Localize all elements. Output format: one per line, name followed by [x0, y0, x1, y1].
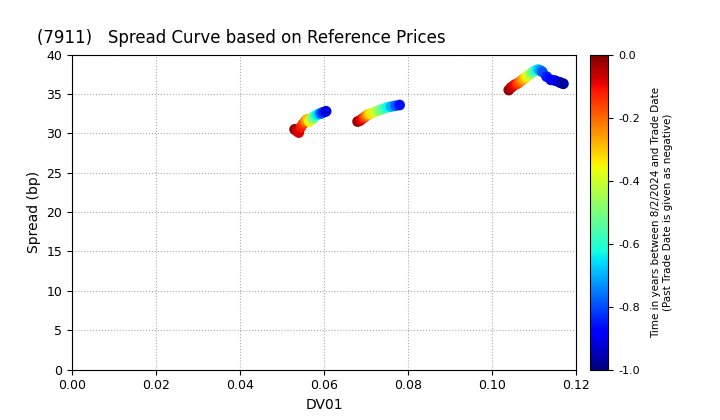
Point: [300, 118, 311, 125]
Point: [533, 66, 544, 73]
Point: [558, 80, 570, 87]
Point: [369, 109, 380, 116]
Text: (7911)   Spread Curve based on Reference Prices: (7911) Spread Curve based on Reference P…: [37, 29, 446, 47]
Point: [531, 67, 542, 74]
Point: [314, 110, 325, 117]
Point: [302, 116, 314, 123]
Point: [360, 113, 372, 119]
Point: [304, 118, 315, 125]
Point: [385, 103, 397, 110]
Point: [534, 67, 546, 74]
Point: [364, 110, 376, 117]
Point: [513, 79, 525, 86]
Point: [352, 118, 364, 125]
Point: [307, 115, 319, 122]
Point: [528, 68, 540, 74]
Point: [394, 102, 405, 108]
Point: [507, 83, 518, 89]
Point: [320, 108, 332, 115]
Point: [293, 129, 305, 136]
Point: [289, 126, 300, 133]
Point: [291, 128, 302, 134]
Point: [382, 104, 393, 111]
Point: [390, 102, 401, 109]
Point: [505, 84, 517, 91]
Point: [373, 107, 384, 114]
Y-axis label: Time in years between 8/2/2024 and Trade Date
(Past Trade Date is given as negat: Time in years between 8/2/2024 and Trade…: [651, 87, 672, 338]
Point: [503, 87, 515, 93]
Point: [311, 112, 323, 118]
Point: [312, 111, 323, 118]
Point: [295, 123, 307, 130]
Point: [511, 80, 523, 87]
Point: [301, 117, 312, 123]
Point: [524, 71, 536, 78]
Y-axis label: Spread (bp): Spread (bp): [27, 171, 41, 253]
Point: [536, 68, 548, 75]
Point: [522, 73, 534, 79]
Point: [362, 111, 374, 118]
Point: [556, 80, 567, 87]
Point: [509, 81, 521, 88]
Point: [297, 121, 309, 127]
Point: [541, 73, 552, 80]
Point: [318, 109, 330, 116]
Point: [516, 77, 527, 84]
Point: [316, 110, 328, 116]
Point: [358, 114, 369, 121]
Point: [518, 76, 529, 82]
Point: [554, 79, 565, 86]
Point: [520, 74, 531, 81]
Point: [307, 114, 318, 121]
Point: [309, 113, 320, 119]
Point: [356, 116, 368, 123]
Point: [315, 110, 326, 117]
Point: [549, 77, 561, 84]
Point: [354, 117, 366, 124]
Point: [377, 105, 389, 112]
X-axis label: DV01: DV01: [305, 398, 343, 412]
Point: [545, 76, 557, 83]
Point: [305, 116, 317, 123]
Point: [526, 69, 538, 76]
